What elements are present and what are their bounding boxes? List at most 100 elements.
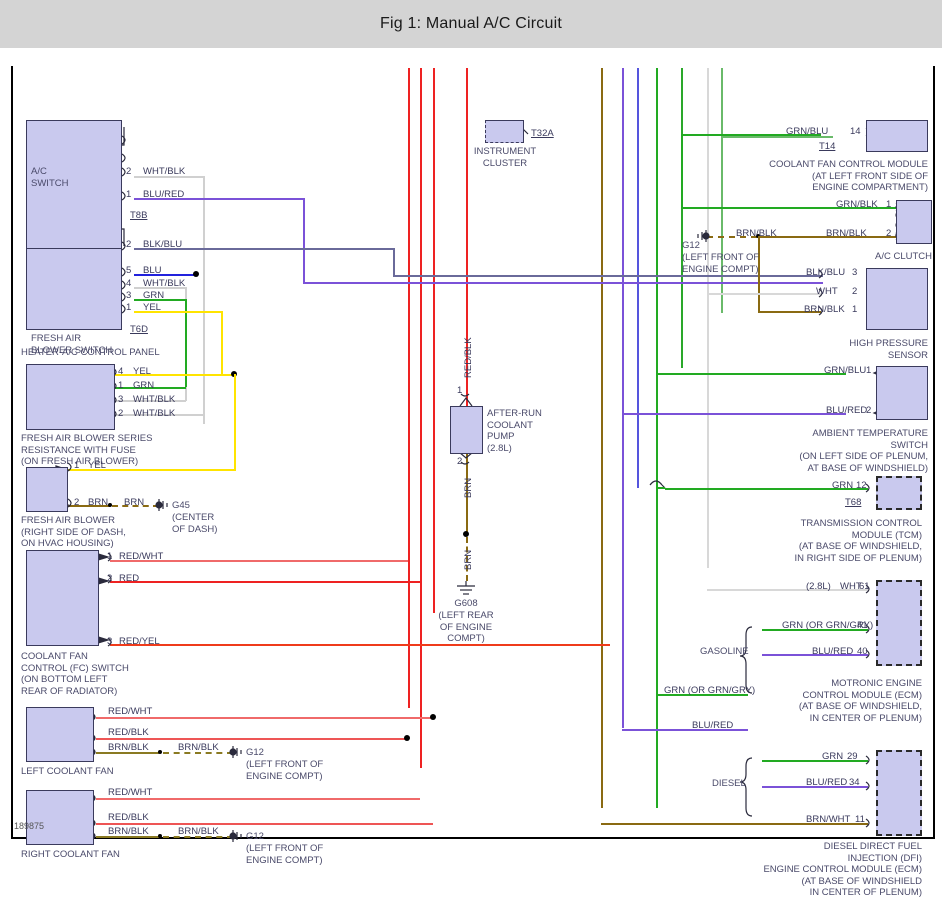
label-grn-blu-t14: GRN/BLU: [786, 126, 829, 137]
pin-fc-1: 1: [107, 551, 113, 562]
diagram-canvas: M: [0, 48, 942, 898]
wire-red-blk-pump: [466, 348, 468, 410]
wire-yel-res4: [110, 374, 235, 376]
wire-grn-blk-clutch: [681, 207, 896, 209]
wire-yel-v2: [234, 374, 236, 470]
label-red-wht-rightfan: RED/WHT: [108, 787, 153, 798]
wire-brown-trunk: [601, 68, 603, 808]
label-brn-blk-clutch2: BRN/BLK: [826, 228, 867, 239]
wire-blu-red-ecm40: [762, 654, 868, 656]
label-brn-blk-clutch: BRN/BLK: [736, 228, 777, 239]
blower-resistance-label: FRESH AIR BLOWER SERIES RESISTANCE WITH …: [21, 433, 153, 467]
pin-blower-1: 1: [74, 460, 80, 471]
label-brn-pump-vert: BRN: [463, 477, 474, 498]
wire-yel-t6d1: [134, 311, 222, 313]
pin-res-4: 4: [118, 366, 124, 377]
pin-ats-1: 1: [866, 365, 872, 376]
splice-dot-leftfan-redwht: [430, 714, 436, 720]
high-pressure-sensor-box: [866, 268, 928, 330]
wire-blu-red-v: [303, 198, 305, 283]
label-grn-ecm41: GRN (OR GRN/GRY): [782, 620, 874, 631]
wire-brn-wht-dfi11: [601, 823, 868, 825]
fc-switch-label: COOLANT FAN CONTROL (FC) SWITCH (ON BOTT…: [21, 651, 129, 697]
wire-red-fc2: [110, 581, 420, 583]
wire-grn-t6d3-v: [185, 299, 187, 387]
pin-ats-2: 2: [866, 405, 872, 416]
label-blu-red-t8b: BLU/RED: [143, 189, 185, 200]
pin-t8b-1: 1: [126, 189, 132, 200]
left-coolant-fan-label: LEFT COOLANT FAN: [21, 766, 114, 777]
ground-g608-id: G608: [454, 598, 478, 609]
label-brn-blk-hps: BRN/BLK: [804, 304, 845, 315]
wire-blu-red-gasoline: [622, 729, 748, 731]
wire-grn-res1: [110, 387, 186, 389]
fresh-air-blower-box: [26, 467, 68, 512]
diesel-branch-label: DIESEL: [712, 778, 746, 789]
label-blu-red-ecm40: BLU/RED: [812, 646, 854, 657]
label-wht-blk-res3: WHT/BLK: [133, 394, 176, 405]
connector-t6d: T6D: [130, 324, 148, 335]
wire-red-wht-fc1: [110, 560, 408, 562]
blower-resistance-box: [26, 364, 115, 430]
wire-blk-blu-v: [393, 248, 395, 276]
label-red-wht-fc1: RED/WHT: [119, 551, 164, 562]
wire-brn-blk-rightfan-dashed: [163, 836, 233, 838]
motronic-ecm-box: [876, 580, 922, 666]
wire-grn-blu-t14-v: [681, 134, 683, 208]
pin-dfi-34: 34: [849, 777, 860, 788]
wire-grn-t6d3: [134, 299, 186, 301]
wire-brn-g45-dashed: [112, 505, 159, 507]
pin-hps-3: 3: [852, 267, 858, 278]
pin-t6d-4: 4: [126, 278, 132, 289]
coolant-fan-module-label: COOLANT FAN CONTROL MODULE (AT LEFT FRON…: [769, 159, 928, 193]
wire-red-trunk-a: [420, 68, 422, 768]
right-coolant-fan-box: [26, 790, 94, 845]
pin-t6d-3: 3: [126, 290, 132, 301]
wire-grn-dfi29: [762, 760, 868, 762]
title-bar: Fig 1: Manual A/C Circuit: [0, 0, 942, 49]
wire-white-trunk: [707, 68, 709, 568]
label-yel-blower: YEL: [88, 460, 106, 471]
label-wht-hps: WHT: [816, 286, 838, 297]
splice-dot-pump-brn: [463, 531, 469, 537]
wire-brn-blk-down: [758, 236, 760, 312]
wire-purple-trunk: [622, 68, 624, 728]
wire-greenblu-trunk: [681, 68, 683, 368]
ground-g12-rightfan-id: G12: [246, 831, 264, 842]
pin-res-3: 3: [118, 394, 124, 405]
pin-dfi-29: 29: [847, 751, 858, 762]
wire-grn-gasoline: [656, 694, 748, 696]
wire-red-wht-leftfan: [96, 717, 433, 719]
wire-wht-blk-t8b-v: [203, 176, 205, 424]
label-blu: BLU: [143, 265, 162, 276]
label-red-wht-leftfan: RED/WHT: [108, 706, 153, 717]
ambient-temp-switch-label: AMBIENT TEMPERATURE SWITCH (ON LEFT SIDE…: [799, 428, 928, 474]
wire-blu-red-ats2: [622, 413, 846, 415]
wire-yel-v1: [221, 311, 223, 375]
pin-hps-1: 1: [852, 304, 858, 315]
diesel-ecm-label: DIESEL DIRECT FUEL INJECTION (DFI) ENGIN…: [763, 841, 922, 898]
pin-hps-2: 2: [852, 286, 858, 297]
wire-red-trunk-c: [408, 68, 410, 708]
splice-dot-rightfan-brn: [158, 834, 162, 838]
connector-t68: T68: [845, 497, 862, 508]
label-grn-tcm: GRN: [832, 480, 854, 491]
high-pressure-sensor-label: HIGH PRESSURE SENSOR: [849, 338, 928, 361]
label-red-blk-leftfan: RED/BLK: [108, 727, 149, 738]
label-red-blk-pump-vert: RED/BLK: [463, 337, 474, 378]
pin-tcm-12: 12: [856, 480, 867, 491]
wire-blu-t6d: [134, 274, 196, 276]
label-wht-ecm61: WHT: [840, 581, 862, 592]
ac-clutch-label: A/C CLUTCH: [874, 251, 932, 262]
pin-t6d-2: 2: [126, 239, 132, 250]
pin-pump-2: 2: [457, 456, 463, 467]
wire-brn-blk-clutch2: [760, 236, 896, 238]
wire-green-trunk: [656, 68, 658, 808]
wire-brn-blk-rightfan: [96, 836, 159, 838]
wire-grnblu-right-top: [721, 136, 833, 138]
wire-wht-blk-t6d4: [134, 287, 186, 289]
motronic-ecm-label: MOTRONIC ENGINE CONTROL MODULE (ECM) (AT…: [798, 678, 922, 724]
wire-red-blk-leftfan: [96, 738, 407, 740]
fc-switch-box: [26, 550, 99, 646]
wire-red-trunk-b: [433, 68, 435, 613]
